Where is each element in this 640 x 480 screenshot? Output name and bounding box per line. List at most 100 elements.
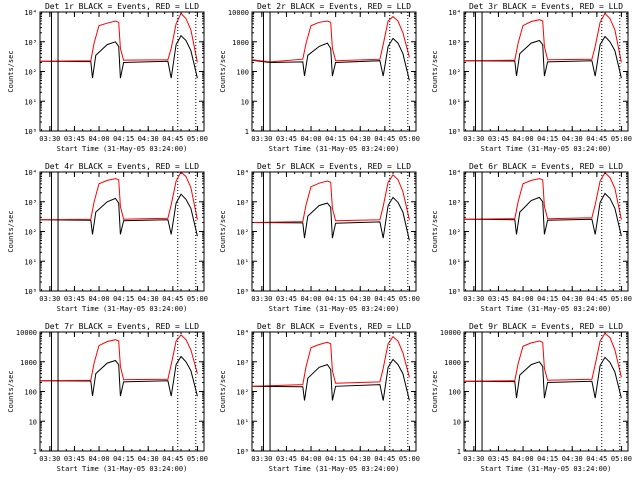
y-tick-label: 1 bbox=[245, 128, 249, 136]
plot-frame bbox=[463, 11, 629, 132]
chart-panel: Det 5r BLACK = Events, RED = LLD 03:30 03:… bbox=[219, 162, 420, 313]
lld-series-line bbox=[251, 15, 410, 63]
y-tick-label: 10³ bbox=[24, 199, 37, 207]
y-tick-label: 10¹ bbox=[448, 98, 461, 106]
x-tick-label: 04:30 bbox=[350, 455, 371, 463]
y-tick-label: 100 bbox=[236, 69, 249, 77]
chart-panel: Det 8r BLACK = Events, RED = LLD 03:30 03:… bbox=[219, 322, 420, 473]
events-series-line bbox=[463, 35, 622, 79]
events-series-line bbox=[39, 34, 198, 79]
y-tick-label: 10⁴ bbox=[24, 9, 37, 17]
x-tick-label: 05:00 bbox=[399, 455, 420, 463]
y-tick-label: 10² bbox=[448, 69, 461, 77]
x-tick-label: 04:15 bbox=[537, 135, 558, 143]
chart-panel: Det 7r BLACK = Events, RED = LLD 03:30 03:… bbox=[7, 322, 208, 473]
x-axis-label: Start Time (31-May-05 03:24:00) bbox=[481, 305, 612, 313]
y-tick-label: 10² bbox=[24, 69, 37, 77]
lld-series-line bbox=[251, 335, 410, 387]
x-tick-label: 04:45 bbox=[586, 135, 607, 143]
x-tick-label: 04:30 bbox=[562, 135, 583, 143]
x-tick-label: 03:30 bbox=[251, 135, 272, 143]
y-tick-label: 10000 bbox=[440, 329, 461, 337]
y-axis-label: Counts/sec bbox=[219, 370, 227, 412]
events-series-line bbox=[463, 192, 622, 237]
x-tick-label: 03:30 bbox=[251, 455, 272, 463]
panel-title: Det 1r BLACK = Events, RED = LLD bbox=[45, 2, 199, 11]
x-tick-label: 03:45 bbox=[488, 135, 509, 143]
x-tick-label: 04:30 bbox=[138, 295, 159, 303]
y-tick-label: 10⁰ bbox=[236, 288, 249, 296]
x-tick-label: 03:45 bbox=[488, 455, 509, 463]
y-axis-label: Counts/sec bbox=[431, 210, 439, 252]
y-tick-label: 1 bbox=[457, 448, 461, 456]
x-tick-label: 04:30 bbox=[562, 295, 583, 303]
panel-title: Det 4r BLACK = Events, RED = LLD bbox=[45, 162, 199, 171]
x-tick-label: 05:00 bbox=[187, 295, 208, 303]
x-axis-label: Start Time (31-May-05 03:24:00) bbox=[269, 305, 400, 313]
x-axis-label: Start Time (31-May-05 03:24:00) bbox=[57, 465, 188, 473]
x-tick-label: 04:00 bbox=[89, 455, 110, 463]
x-tick-label: 03:30 bbox=[251, 295, 272, 303]
x-tick-label: 04:45 bbox=[162, 135, 183, 143]
y-tick-label: 10 bbox=[29, 418, 37, 426]
y-tick-label: 1000 bbox=[444, 359, 461, 367]
y-tick-label: 10⁰ bbox=[236, 448, 249, 456]
x-tick-label: 04:00 bbox=[301, 295, 322, 303]
y-tick-label: 10¹ bbox=[236, 418, 249, 426]
x-tick-label: 04:15 bbox=[325, 135, 346, 143]
lld-series-line bbox=[39, 12, 198, 63]
lld-series-line bbox=[463, 12, 622, 63]
chart-panel: Det 4r BLACK = Events, RED = LLD 03:30 03:… bbox=[7, 162, 208, 313]
x-tick-label: 03:30 bbox=[463, 295, 484, 303]
y-tick-label: 10³ bbox=[448, 199, 461, 207]
x-tick-label: 03:30 bbox=[463, 455, 484, 463]
y-tick-label: 10³ bbox=[236, 199, 249, 207]
x-tick-label: 03:45 bbox=[64, 295, 85, 303]
x-tick-label: 04:30 bbox=[138, 455, 159, 463]
y-tick-label: 10¹ bbox=[24, 98, 37, 106]
lld-series-line bbox=[39, 334, 198, 382]
x-axis-label: Start Time (31-May-05 03:24:00) bbox=[269, 465, 400, 473]
x-tick-label: 04:00 bbox=[89, 135, 110, 143]
panel-title: Det 2r BLACK = Events, RED = LLD bbox=[257, 2, 411, 11]
x-tick-label: 03:45 bbox=[488, 295, 509, 303]
x-tick-label: 04:00 bbox=[513, 135, 534, 143]
y-tick-label: 10⁴ bbox=[448, 169, 461, 177]
x-tick-label: 04:15 bbox=[113, 135, 134, 143]
y-tick-label: 10⁰ bbox=[24, 288, 37, 296]
x-tick-label: 04:00 bbox=[301, 135, 322, 143]
y-tick-label: 10⁴ bbox=[448, 9, 461, 17]
y-tick-label: 100 bbox=[448, 389, 461, 397]
x-axis-label: Start Time (31-May-05 03:24:00) bbox=[57, 305, 188, 313]
x-tick-label: 03:30 bbox=[39, 135, 60, 143]
x-tick-label: 04:00 bbox=[513, 295, 534, 303]
events-series-line bbox=[463, 356, 622, 399]
x-tick-label: 05:00 bbox=[611, 455, 632, 463]
y-tick-label: 10² bbox=[236, 389, 249, 397]
y-axis-label: Counts/sec bbox=[219, 50, 227, 92]
y-tick-label: 10³ bbox=[448, 39, 461, 47]
y-tick-label: 10 bbox=[453, 418, 461, 426]
x-tick-label: 05:00 bbox=[611, 295, 632, 303]
y-tick-label: 10⁴ bbox=[236, 169, 249, 177]
y-axis-label: Counts/sec bbox=[219, 210, 227, 252]
plot-frame bbox=[39, 171, 205, 292]
x-tick-label: 03:45 bbox=[64, 135, 85, 143]
x-tick-label: 05:00 bbox=[187, 135, 208, 143]
x-tick-label: 04:45 bbox=[374, 295, 395, 303]
y-tick-label: 10000 bbox=[16, 329, 37, 337]
y-tick-label: 1000 bbox=[20, 359, 37, 367]
y-tick-label: 10⁰ bbox=[448, 128, 461, 136]
x-axis-label: Start Time (31-May-05 03:24:00) bbox=[481, 465, 612, 473]
y-axis-label: Counts/sec bbox=[7, 210, 15, 252]
x-axis-label: Start Time (31-May-05 03:24:00) bbox=[481, 145, 612, 153]
lld-series-line bbox=[463, 332, 622, 382]
x-tick-label: 04:00 bbox=[301, 455, 322, 463]
events-series-line bbox=[251, 37, 410, 81]
x-tick-label: 04:15 bbox=[325, 295, 346, 303]
x-tick-label: 04:15 bbox=[325, 455, 346, 463]
y-tick-label: 100 bbox=[24, 389, 37, 397]
x-tick-label: 04:30 bbox=[350, 295, 371, 303]
x-tick-label: 03:45 bbox=[276, 135, 297, 143]
panel-title: Det 5r BLACK = Events, RED = LLD bbox=[257, 162, 411, 171]
